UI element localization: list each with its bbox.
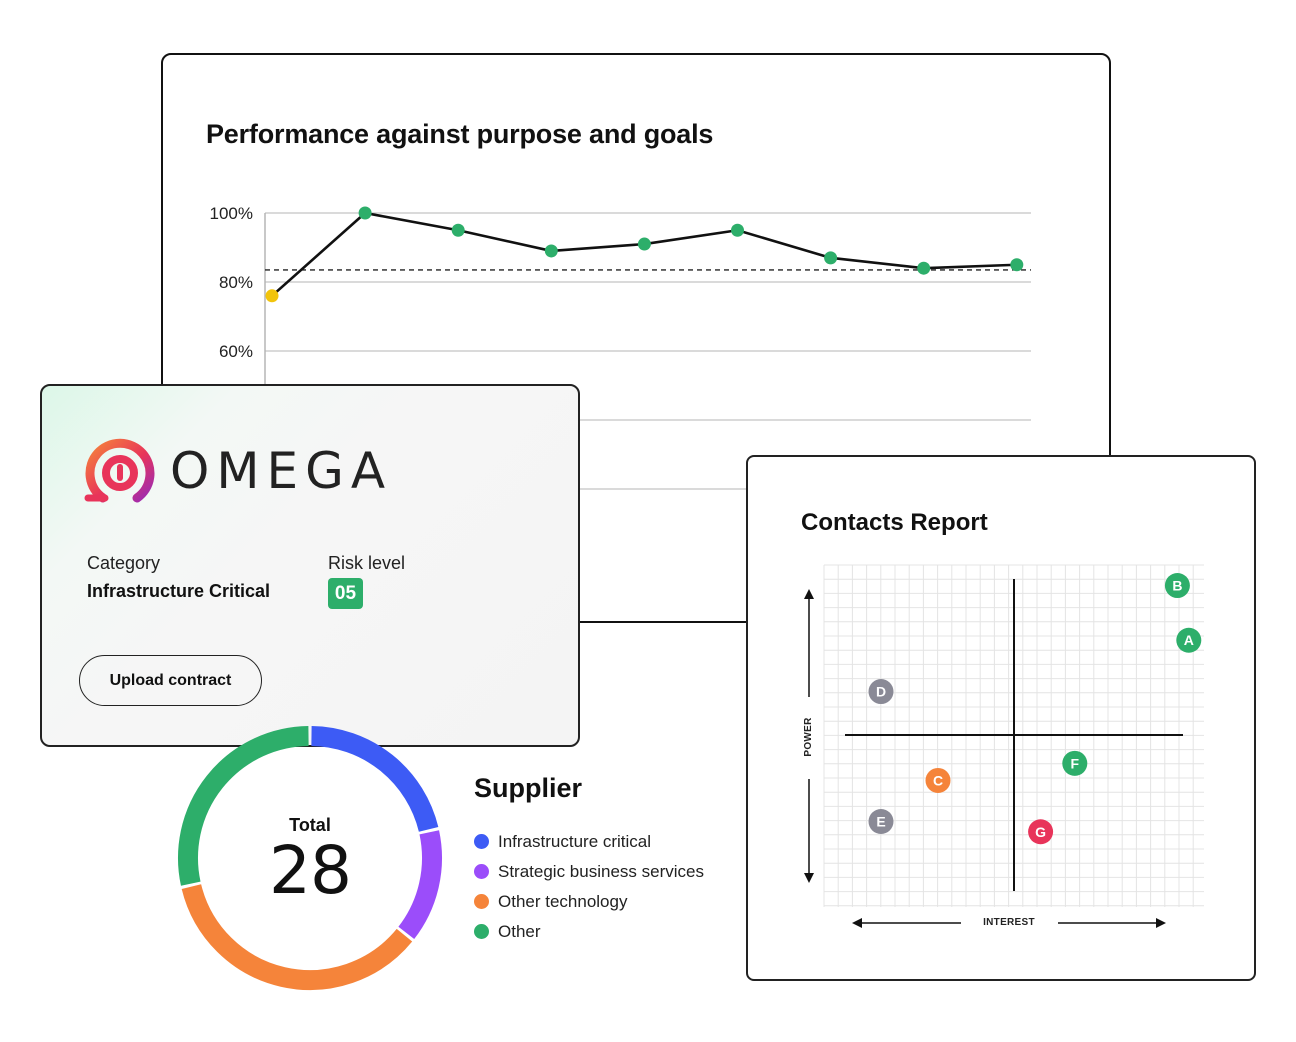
performance-data-point — [265, 289, 279, 303]
legend-dot — [474, 834, 489, 849]
contact-point-e[interactable]: E — [868, 809, 894, 834]
supplier-donut-chart — [178, 726, 442, 990]
contact-point-c[interactable]: C — [925, 767, 951, 793]
performance-chart-title: Performance against purpose and goals — [206, 119, 714, 149]
contact-point-label: C — [933, 772, 943, 788]
arrow-right-icon — [1156, 918, 1166, 928]
y-tick-label: 100% — [210, 204, 253, 223]
power-axis-label: POWER — [803, 717, 814, 757]
donut-total-label: Total — [289, 815, 331, 835]
performance-data-point — [358, 206, 372, 220]
legend-label: Strategic business services — [498, 862, 704, 881]
contact-point-marker — [1164, 573, 1190, 599]
arrow-up-icon — [804, 589, 814, 599]
contacts-report-title: Contacts Report — [801, 509, 988, 536]
contact-point-a[interactable]: A — [1176, 627, 1202, 653]
contact-point-marker — [925, 767, 951, 793]
performance-data-point — [824, 251, 838, 265]
performance-data-point — [451, 223, 465, 237]
legend-dot — [474, 924, 489, 939]
contact-point-marker — [868, 679, 894, 705]
performance-data-point — [637, 237, 651, 251]
contact-point-label: G — [1035, 824, 1046, 840]
contacts-report-card: Contacts Report POWER INTEREST B A D F C E G — [746, 455, 1256, 981]
contact-point-marker — [1062, 750, 1088, 776]
arrow-down-icon — [804, 873, 814, 883]
contact-point-marker — [1176, 627, 1202, 653]
contact-point-f[interactable]: F — [1062, 750, 1088, 776]
performance-series-line — [271, 211, 1017, 297]
contact-point-marker — [868, 809, 894, 834]
omega-logo-icon — [84, 438, 155, 503]
contact-point-label: D — [876, 684, 886, 700]
contacts-power-interest-chart: POWER INTEREST B A D F C E G — [803, 564, 1204, 928]
performance-data-point — [544, 244, 558, 258]
legend-item-infrastructure-critical: Infrastructure critical — [474, 832, 651, 852]
performance-data-point — [731, 223, 744, 237]
legend-item-strategic-business-services: Strategic business services — [474, 862, 704, 882]
donut-slice — [181, 884, 413, 990]
legend-item-other-technology: Other technology — [474, 892, 627, 912]
category-value: Infrastructure Critical — [87, 581, 271, 601]
arrow-left-icon — [852, 918, 862, 928]
interest-axis-label: INTEREST — [983, 917, 1035, 928]
contact-point-b[interactable]: B — [1164, 573, 1190, 599]
y-tick-label: 60% — [219, 342, 253, 361]
legend-dot — [474, 894, 489, 909]
supplier-profile-card: OMEGA Category Infrastructure Critical R… — [40, 384, 580, 747]
category-label: Category — [87, 553, 161, 573]
supplier-title: Supplier — [474, 773, 583, 803]
legend-label: Other — [498, 922, 541, 941]
legend-dot — [474, 864, 489, 879]
contact-point-marker — [1028, 819, 1054, 845]
contact-point-g[interactable]: G — [1028, 819, 1054, 845]
risk-level-label: Risk level — [328, 553, 406, 573]
legend-label: Infrastructure critical — [498, 832, 652, 851]
contact-point-d[interactable]: D — [868, 679, 894, 705]
legend-item-other: Other — [474, 922, 541, 942]
performance-data-point — [1010, 258, 1024, 272]
contact-point-label: A — [1184, 632, 1194, 648]
donut-slice — [178, 726, 309, 886]
contact-point-label: B — [1172, 578, 1182, 594]
donut-slice — [398, 830, 442, 940]
performance-data-point — [917, 261, 931, 275]
donut-slice — [311, 726, 439, 832]
risk-level-badge: 05 — [328, 578, 363, 609]
omega-wordmark: OMEGA — [170, 442, 393, 500]
donut-total-value: 28 — [269, 832, 352, 909]
contact-point-label: F — [1071, 755, 1080, 771]
y-tick-label: 80% — [219, 273, 253, 292]
upload-contract-button[interactable]: Upload contract — [79, 655, 262, 706]
legend-label: Other technology — [498, 892, 628, 911]
contact-point-label: E — [876, 814, 885, 830]
